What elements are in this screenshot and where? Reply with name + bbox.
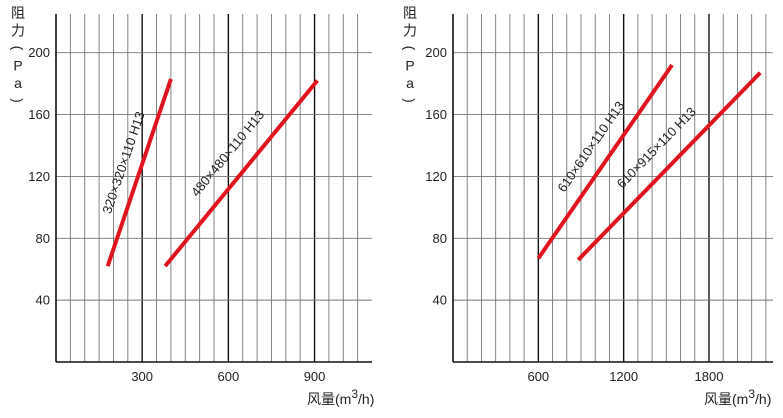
x-tick-label: 1200 <box>609 369 638 384</box>
chart-1: 40 80 120 160 200 300 600 900 阻力 ( Pa) 风量(m3/h) 320×… <box>10 5 374 407</box>
y-axis-label-char: a <box>14 75 22 91</box>
y-tick-label: 160 <box>28 107 50 122</box>
y-axis-label-char: P <box>13 58 22 74</box>
y-tick-label: 200 <box>28 45 50 60</box>
x-axis-label-tail: /h) <box>358 391 374 407</box>
y-tick-label: 40 <box>36 293 50 308</box>
y-tick-label: 200 <box>425 45 447 60</box>
x-axis-label-sup: 3 <box>748 387 755 401</box>
y-tick-label: 160 <box>425 107 447 122</box>
y-axis-label-char: ( <box>10 46 26 51</box>
y-tick-label: 120 <box>28 169 50 184</box>
y-axis-label-char: ) <box>402 98 418 103</box>
x-tick-label: 900 <box>304 369 326 384</box>
y-tick-label: 80 <box>433 231 447 246</box>
y-tick-label: 80 <box>36 231 50 246</box>
y-axis-label-char: ) <box>10 98 26 103</box>
y-axis-label-char: 阻 <box>11 5 25 21</box>
x-axis-label: 风量(m3/h) <box>704 387 771 407</box>
y-axis-label-char: ( <box>402 46 418 51</box>
series-label-1: 320×320×110 H13 <box>99 110 147 216</box>
x-axis-label-main: 风量(m <box>704 391 748 407</box>
x-axis-label-tail: /h) <box>755 391 771 407</box>
series-line-2 <box>576 71 762 262</box>
y-tick-label: 120 <box>425 169 447 184</box>
y-axis-label-char: P <box>405 58 414 74</box>
y-tick-label: 40 <box>433 293 447 308</box>
series-line-1 <box>105 78 173 267</box>
x-tick-label: 1800 <box>695 369 724 384</box>
y-axis-label-char: 阻 <box>403 5 417 21</box>
x-tick-label: 300 <box>131 369 153 384</box>
x-axis-label-sup: 3 <box>351 387 358 401</box>
x-axis-label-main: 风量(m <box>307 391 351 407</box>
series-line-1 <box>536 63 674 260</box>
y-axis-label-char: 力 <box>403 23 417 39</box>
x-tick-label: 600 <box>218 369 240 384</box>
x-tick-label: 600 <box>527 369 549 384</box>
y-axis-label-char: 力 <box>11 23 25 39</box>
x-axis-label: 风量(m3/h) <box>307 387 374 407</box>
series-line-2 <box>163 79 319 268</box>
y-axis-label-char: a <box>406 75 414 91</box>
